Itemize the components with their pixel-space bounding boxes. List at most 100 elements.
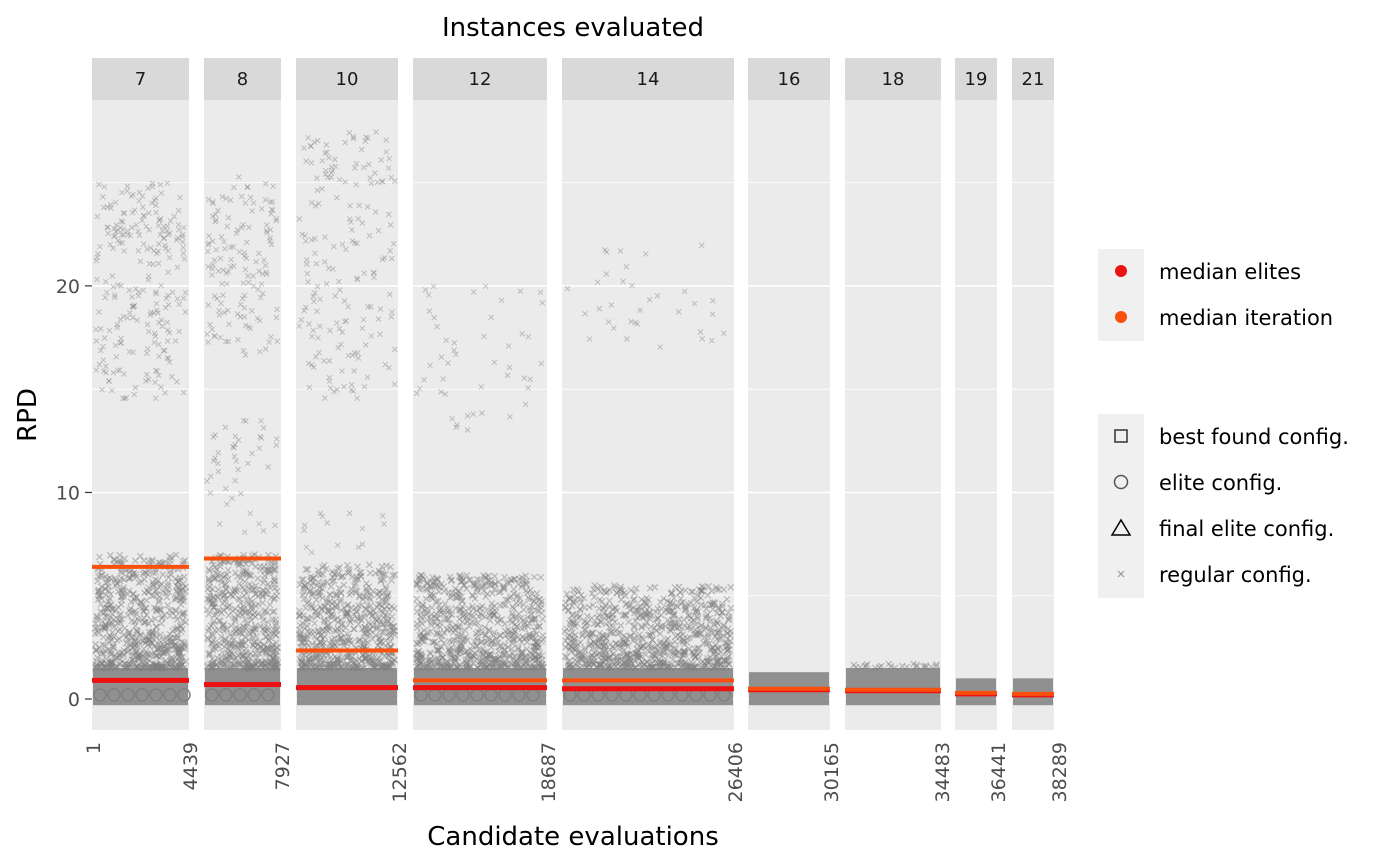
- regular-config-point: [146, 631, 154, 639]
- regular-config-point: [241, 529, 248, 536]
- regular-config-point: [666, 600, 674, 608]
- regular-config-point: [385, 165, 392, 171]
- regular-config-point: [224, 655, 232, 663]
- regular-config-point: [207, 490, 214, 496]
- regular-config-point: [523, 645, 531, 653]
- regular-config-point: [305, 360, 312, 367]
- regular-config-point: [301, 582, 308, 590]
- regular-config-point: [271, 561, 279, 569]
- regular-config-point: [332, 163, 339, 170]
- regular-config-point: [461, 611, 469, 619]
- regular-config-point: [305, 134, 311, 141]
- regular-config-point: [676, 589, 684, 596]
- regular-config-point: [253, 633, 260, 640]
- regular-config-point: [440, 639, 448, 647]
- regular-config-point: [536, 595, 543, 603]
- regular-config-point: [150, 569, 157, 577]
- regular-config-point: [158, 664, 166, 672]
- regular-config-point: [120, 592, 128, 600]
- regular-config-point: [107, 241, 114, 248]
- legend-dot-icon: [1115, 265, 1127, 277]
- regular-config-point: [267, 237, 273, 244]
- regular-config-point: [369, 658, 377, 666]
- regular-config-point: [355, 602, 363, 610]
- regular-config-point: [522, 572, 530, 580]
- regular-config-point: [205, 196, 212, 203]
- regular-config-point: [106, 327, 113, 334]
- regular-config-point: [146, 227, 153, 233]
- regular-config-point: [388, 174, 395, 181]
- regular-config-point: [121, 248, 128, 254]
- regular-config-point: [224, 223, 231, 230]
- regular-config-point: [501, 620, 509, 628]
- regular-config-point: [273, 442, 280, 449]
- regular-config-point: [351, 240, 358, 246]
- regular-config-point: [157, 231, 164, 238]
- regular-config-point: [103, 575, 111, 583]
- regular-config-point: [588, 630, 596, 638]
- regular-config-point: [263, 650, 270, 658]
- regular-config-point: [120, 313, 127, 320]
- regular-config-point: [719, 632, 727, 640]
- regular-config-point: [623, 263, 630, 270]
- regular-config-point: [322, 565, 330, 573]
- regular-config-point: [603, 248, 610, 255]
- regular-config-point: [326, 662, 334, 670]
- elite-config-point: [121, 688, 135, 702]
- regular-config-point: [153, 367, 159, 374]
- regular-config-point: [310, 327, 317, 334]
- regular-config-point: [378, 628, 386, 636]
- regular-config-point: [672, 602, 680, 609]
- regular-config-point: [324, 617, 332, 625]
- regular-config-point: [257, 294, 264, 301]
- regular-config-point: [206, 240, 212, 247]
- regular-config-point: [100, 343, 106, 350]
- regular-config-point: [590, 620, 598, 628]
- regular-config-point: [585, 661, 593, 669]
- regular-config-point: [463, 585, 470, 593]
- regular-config-point: [135, 579, 143, 587]
- regular-config-point: [116, 367, 123, 373]
- regular-config-point: [670, 610, 678, 617]
- regular-config-point: [120, 209, 127, 216]
- regular-config-point: [368, 333, 375, 339]
- regular-config-point: [157, 215, 164, 222]
- regular-config-point: [128, 193, 135, 200]
- regular-config-point: [510, 652, 518, 660]
- regular-config-point: [432, 659, 440, 667]
- regular-config-point: [164, 338, 171, 344]
- regular-config-point: [110, 633, 118, 641]
- regular-config-point: [427, 578, 435, 585]
- regular-config-point: [359, 541, 366, 548]
- regular-config-point: [182, 583, 189, 591]
- regular-config-point: [96, 553, 103, 561]
- regular-config-point: [609, 605, 617, 613]
- regular-config-point: [113, 222, 120, 228]
- regular-config-point: [725, 660, 733, 668]
- regular-config-point: [431, 314, 438, 321]
- regular-config-point: [517, 288, 524, 295]
- regular-config-point: [354, 563, 361, 571]
- regular-config-point: [233, 458, 240, 464]
- regular-config-point: [300, 595, 308, 603]
- regular-config-point: [670, 594, 678, 602]
- regular-config-point: [353, 587, 360, 595]
- regular-config-point: [680, 637, 687, 645]
- regular-config-point: [208, 630, 216, 638]
- regular-config-point: [97, 583, 105, 591]
- regular-config-point: [155, 241, 162, 247]
- facet-panel-14: 14: [561, 58, 735, 730]
- regular-config-point: [272, 622, 279, 630]
- regular-config-point: [613, 658, 621, 666]
- regular-config-point: [415, 650, 423, 658]
- regular-config-point: [381, 255, 388, 261]
- regular-config-point: [360, 638, 367, 646]
- regular-config-point: [302, 304, 309, 311]
- regular-config-point: [599, 613, 606, 620]
- regular-config-point: [309, 362, 315, 368]
- regular-config-point: [210, 561, 217, 569]
- regular-config-point: [235, 437, 242, 443]
- regular-config-point: [444, 608, 452, 616]
- regular-config-point: [159, 323, 166, 330]
- regular-config-point: [686, 633, 694, 641]
